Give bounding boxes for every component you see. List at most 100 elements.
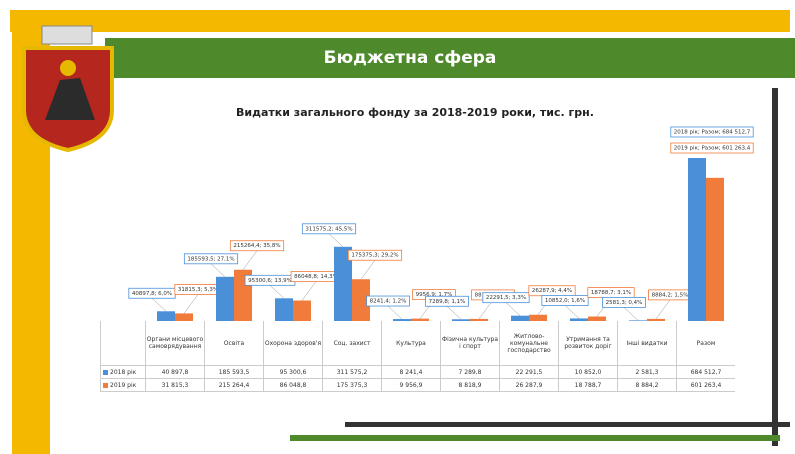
table-value: 31 815,3	[145, 379, 204, 391]
legend-swatch	[103, 369, 108, 375]
table-value: 215 264,4	[204, 379, 263, 391]
bar	[157, 311, 175, 321]
bar	[175, 313, 193, 321]
data-label: 8241,4; 1,2%	[370, 299, 407, 305]
bar	[529, 314, 547, 321]
table-value: 601 263,4	[676, 379, 735, 391]
leader-line	[151, 298, 167, 312]
series-name: 2018 рік	[110, 368, 137, 376]
data-label: 26287,9; 4,4%	[532, 288, 572, 294]
leader-line	[564, 305, 580, 319]
data-label-box	[301, 223, 357, 235]
table-value: 2 581,3	[617, 366, 676, 378]
legend-entry: 2019 рік	[100, 379, 145, 391]
data-label-box	[670, 126, 754, 138]
bar	[629, 320, 647, 321]
data-label: 95300,6; 13,9%	[248, 278, 292, 284]
data-label: 22291,5; 3,3%	[486, 295, 526, 301]
bar	[334, 246, 352, 321]
table-value: 8 884,2	[617, 379, 676, 391]
table-row: 2019 рік 31 815,3 215 264,4 86 048,8 175 375…	[100, 379, 735, 392]
leader-line	[360, 260, 376, 280]
table-value: 684 512,7	[676, 366, 735, 378]
deco-line	[290, 435, 780, 441]
table-value: 7 289,8	[440, 366, 499, 378]
table-cell	[100, 321, 145, 365]
bar	[647, 318, 665, 321]
data-label: 10852,0; 1,6%	[545, 298, 585, 304]
table-row: 2018 рік 40 897,8 185 593,5 95 300,6 311 575…	[100, 366, 735, 379]
leader-line	[269, 285, 285, 299]
data-label: 9956,9; 1,7%	[416, 292, 453, 298]
bar	[411, 318, 429, 321]
data-label: 175375,3; 29,2%	[351, 253, 398, 259]
table-value: 40 897,8	[145, 366, 204, 378]
bar	[452, 319, 470, 321]
data-label-box	[347, 249, 403, 261]
leader-line	[623, 307, 639, 321]
data-label-box	[425, 295, 469, 307]
data-label-box	[602, 296, 646, 308]
slide-title: Бюджетна сфера	[324, 48, 497, 68]
deco-line	[772, 88, 778, 446]
bar	[570, 318, 588, 321]
leader-line	[242, 250, 258, 270]
table-value: 95 300,6	[263, 366, 322, 378]
category-label: Інші видатки	[617, 321, 676, 365]
bar	[470, 318, 488, 321]
bar	[511, 315, 529, 321]
data-label: 311575,2; 45,5%	[305, 226, 352, 232]
table-value: 10 852,0	[558, 366, 617, 378]
data-label: 40897,8; 6,0%	[132, 291, 172, 297]
leader-line	[505, 302, 521, 316]
data-label: 8884,2; 1,5%	[652, 292, 689, 298]
table-value: 26 287,9	[499, 379, 558, 391]
data-label: 86048,8; 14,3%	[294, 274, 338, 280]
data-label-box	[670, 142, 754, 154]
data-table: Органи місцевого самоврядування Освіта Охо…	[100, 321, 735, 392]
category-label: Разом	[676, 321, 735, 365]
data-label-box	[482, 292, 530, 304]
table-value: 311 575,2	[322, 366, 381, 378]
data-label-box	[541, 295, 589, 306]
table-value: 175 375,3	[322, 379, 381, 391]
bar	[216, 276, 234, 321]
data-label-box	[183, 253, 239, 265]
leader-line	[301, 281, 317, 301]
bar	[588, 316, 606, 321]
category-label: Соц. захист	[322, 321, 381, 365]
chart-title: Видатки загального фонду за 2018-2019 ро…	[236, 106, 594, 119]
category-label: Утримання та розвиток доріг	[558, 321, 617, 365]
leader-line	[328, 233, 344, 247]
top-band	[10, 10, 790, 32]
legend-entry: 2018 рік	[100, 366, 145, 378]
data-label: 215264,4; 35,8%	[233, 243, 280, 249]
bar	[352, 279, 370, 321]
table-value: 8 818,9	[440, 379, 499, 391]
category-label: Культура	[381, 321, 440, 365]
table-value: 86 048,8	[263, 379, 322, 391]
bar	[706, 177, 724, 321]
leader-line	[446, 306, 462, 320]
bar	[293, 300, 311, 321]
bar	[275, 298, 293, 321]
category-label: Житлово-комунальне господарство	[499, 321, 558, 365]
data-label: 2018 рік; Разом; 684 512,7	[674, 130, 751, 136]
data-label-box	[366, 295, 410, 307]
leader-line	[183, 294, 199, 314]
table-value: 8 241,4	[381, 366, 440, 378]
legend-swatch	[103, 382, 108, 388]
data-label-box	[229, 240, 285, 252]
series-name: 2019 рік	[110, 381, 137, 389]
category-label: Охорона здоров'я	[263, 321, 322, 365]
deco-line	[345, 422, 790, 427]
table-row: Органи місцевого самоврядування Освіта Охо…	[100, 321, 735, 366]
table-value: 9 956,9	[381, 379, 440, 391]
leader-line	[655, 299, 671, 320]
bar	[688, 158, 706, 321]
bar	[393, 319, 411, 321]
category-label: Органи місцевого самоврядування	[145, 321, 204, 365]
banner	[105, 38, 795, 78]
coat-of-arms	[22, 25, 114, 153]
